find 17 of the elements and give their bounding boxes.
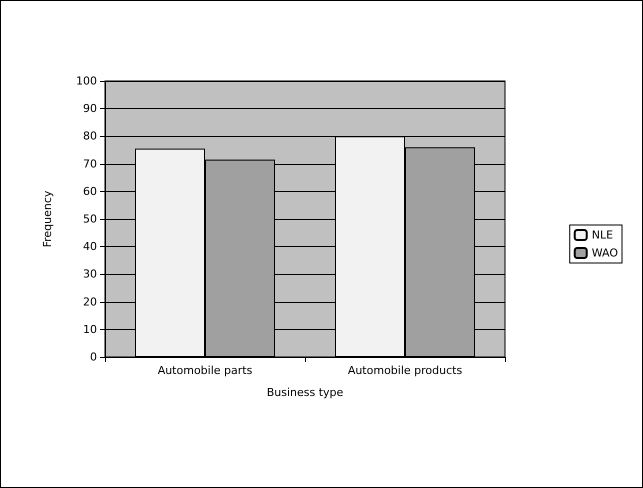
x-tick-label: Automobile products (348, 364, 462, 377)
y-tick-label: 80 (83, 130, 97, 143)
y-tick-label: 60 (83, 184, 97, 198)
legend-label: NLE (592, 228, 614, 242)
legend-label: WAO (592, 246, 618, 260)
y-tick-label: 10 (83, 322, 97, 336)
x-axis-title: Business type (266, 386, 344, 399)
y-tick-label: 100 (76, 74, 97, 88)
y-tick-label: 90 (83, 102, 97, 116)
y-tick-label: 70 (83, 157, 97, 170)
y-tick-label: 20 (83, 295, 97, 308)
y-axis-title: Frequency (41, 190, 54, 248)
y-tick-label: 30 (83, 268, 97, 281)
y-tick-label: 50 (83, 212, 97, 226)
y-tick-label: 40 (83, 240, 97, 254)
y-tick-label: 0 (90, 350, 97, 364)
x-tick-label: Automobile parts (158, 364, 253, 377)
